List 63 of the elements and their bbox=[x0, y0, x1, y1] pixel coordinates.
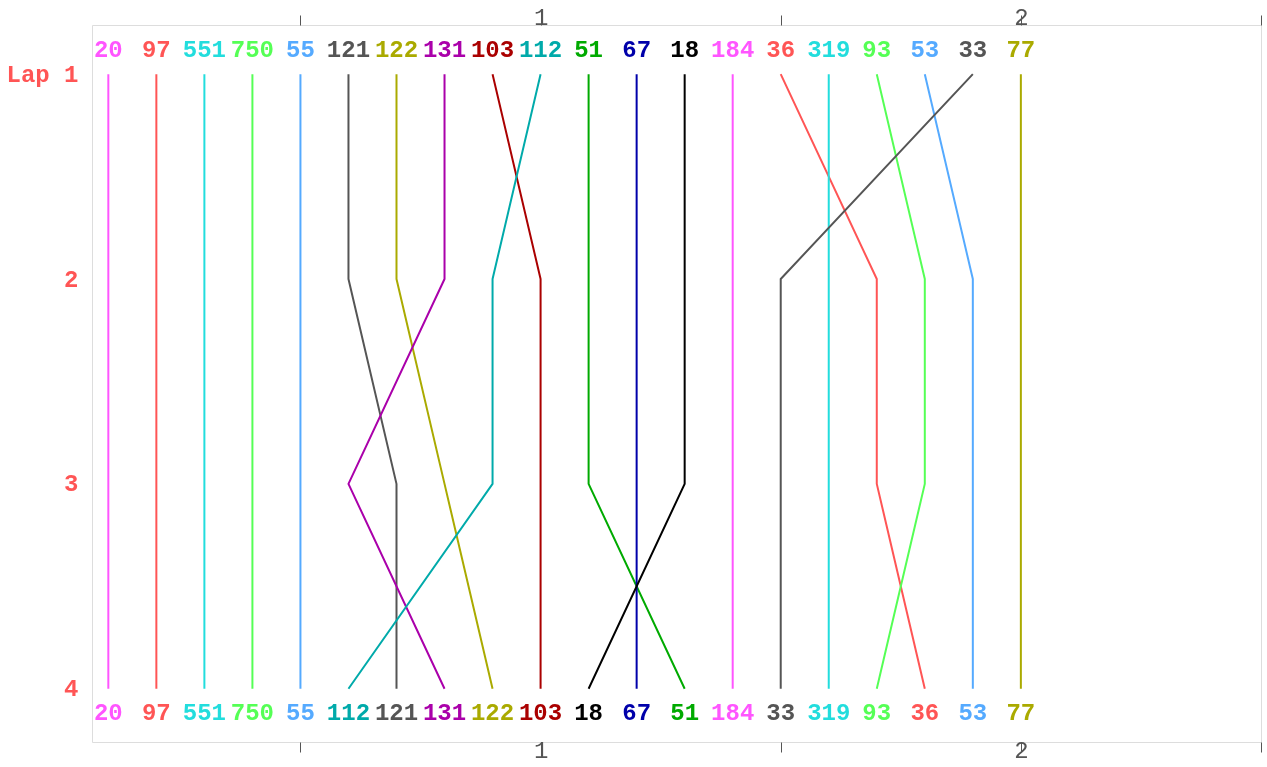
line-series bbox=[203, 73, 206, 690]
series-label: 55 bbox=[286, 37, 315, 65]
text: 67 bbox=[622, 699, 652, 727]
series-label: 97 bbox=[141, 37, 171, 65]
series-label: 122 bbox=[374, 37, 419, 65]
line-series bbox=[491, 73, 542, 690]
text: 36 bbox=[910, 699, 940, 727]
series-label: 112 bbox=[518, 37, 563, 65]
text: 97 bbox=[141, 699, 171, 727]
series-label: 319 bbox=[807, 37, 851, 65]
text: 93 bbox=[862, 699, 892, 727]
text: 51 bbox=[670, 699, 700, 727]
y-tick-label: Lap 1 bbox=[6, 61, 79, 89]
series-label: 67 bbox=[622, 37, 652, 65]
series-label: 18 bbox=[670, 37, 700, 65]
text: 33 bbox=[766, 699, 796, 727]
text: 20 bbox=[93, 699, 123, 727]
y-tick-label: 3 bbox=[64, 471, 79, 499]
y-tick-label: 4 bbox=[64, 676, 79, 704]
text: 103 bbox=[518, 699, 563, 727]
text: 131 bbox=[422, 699, 467, 727]
line-series bbox=[251, 73, 254, 690]
line-series bbox=[731, 73, 734, 690]
text: 122 bbox=[470, 699, 515, 727]
line-series bbox=[587, 73, 686, 690]
series-label: 77 bbox=[1006, 37, 1036, 65]
line-series bbox=[347, 73, 542, 690]
series-label: 93 bbox=[862, 37, 892, 65]
line-series bbox=[779, 73, 974, 690]
series-label: 750 bbox=[230, 37, 275, 65]
series-label: 20 bbox=[93, 37, 123, 65]
line-series bbox=[875, 73, 926, 690]
line-series bbox=[779, 73, 926, 690]
series-label: 53 bbox=[910, 37, 940, 65]
text: 77 bbox=[1006, 699, 1036, 727]
line-series bbox=[347, 73, 446, 690]
series-label: 36 bbox=[766, 37, 796, 65]
series-label: 184 bbox=[711, 37, 755, 65]
text: 319 bbox=[807, 699, 851, 727]
line-series bbox=[155, 73, 158, 690]
series-label: 121 bbox=[326, 37, 371, 65]
line-series bbox=[107, 73, 110, 690]
series-label: 131 bbox=[422, 37, 467, 65]
line-series bbox=[923, 73, 974, 690]
line-series bbox=[395, 73, 494, 690]
text: 750 bbox=[230, 699, 275, 727]
text: 53 bbox=[958, 699, 988, 727]
text: 112 bbox=[326, 699, 371, 727]
series-label: 51 bbox=[574, 37, 604, 65]
line-series bbox=[827, 73, 830, 690]
line-series bbox=[1019, 73, 1022, 690]
line-series bbox=[299, 73, 302, 690]
series-label: 103 bbox=[470, 37, 515, 65]
y-tick-label: 2 bbox=[64, 266, 79, 294]
series-label: 33 bbox=[958, 37, 988, 65]
text: 18 bbox=[574, 699, 604, 727]
series-label: 551 bbox=[182, 37, 226, 65]
text: 121 bbox=[374, 699, 419, 727]
text: 551 bbox=[182, 699, 226, 727]
line-series bbox=[347, 73, 398, 690]
text: 184 bbox=[711, 699, 755, 727]
text: 55 bbox=[286, 699, 315, 727]
line-series bbox=[635, 73, 638, 690]
